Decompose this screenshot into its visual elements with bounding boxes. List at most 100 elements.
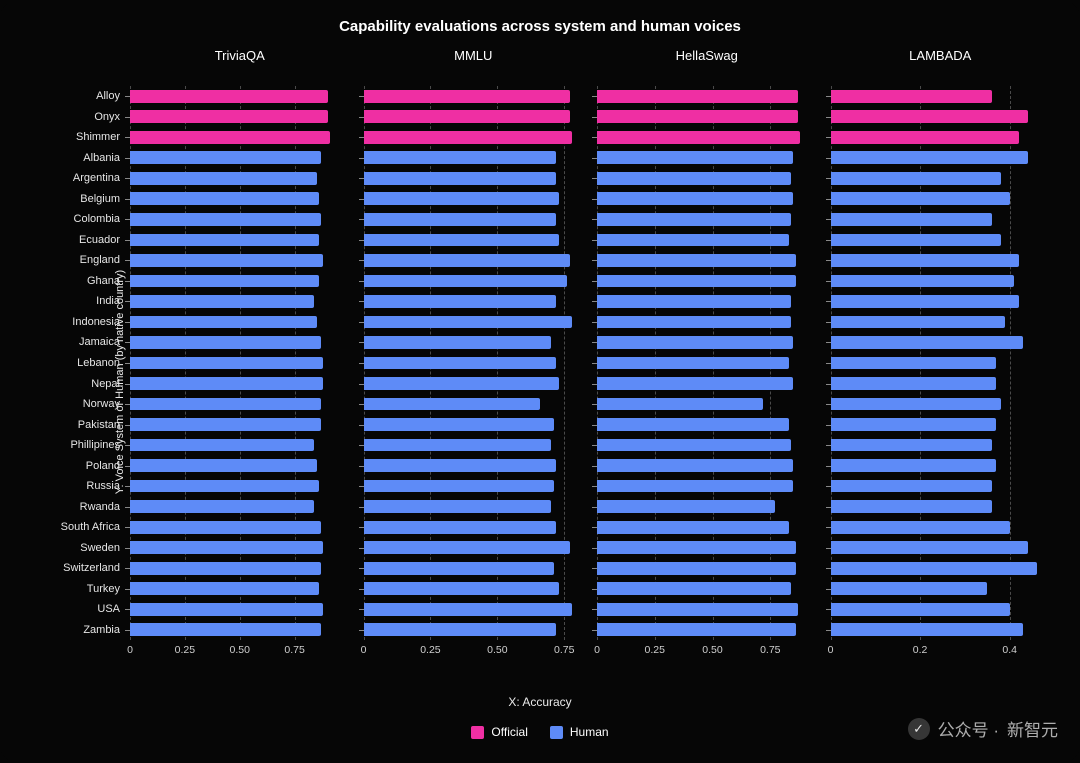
x-tick-label: 0.4 — [1002, 644, 1017, 656]
plot-area: 00.20.4 — [831, 86, 1051, 640]
row-labels-column: AlloyOnyxShimmerAlbaniaArgentinaBelgiumC… — [0, 86, 126, 640]
chart-stage: Capability evaluations across system and… — [0, 0, 1080, 763]
bar — [130, 110, 328, 123]
bar — [597, 151, 793, 164]
x-tick-label: 0.50 — [230, 644, 250, 656]
bar-row — [831, 439, 1051, 452]
x-tick-label: 0 — [828, 644, 834, 656]
bar-row — [597, 603, 817, 616]
legend-label-official: Official — [491, 725, 527, 739]
bar — [831, 275, 1015, 288]
bar-row — [364, 398, 584, 411]
bar — [597, 418, 789, 431]
bar — [130, 521, 321, 534]
bar — [831, 398, 1001, 411]
bar-row — [130, 151, 350, 164]
x-tick-label: 0 — [127, 644, 133, 656]
bar-row — [130, 562, 350, 575]
row-label: Colombia — [74, 213, 120, 225]
bar-row — [130, 418, 350, 431]
bar — [130, 192, 319, 205]
bar — [364, 459, 557, 472]
bar — [364, 192, 559, 205]
bar-row — [597, 582, 817, 595]
bar-row — [364, 336, 584, 349]
bar-row — [130, 541, 350, 554]
panel: MMLU00.250.500.75 — [364, 68, 584, 660]
bar — [597, 541, 796, 554]
bar — [130, 562, 321, 575]
bar — [364, 582, 559, 595]
row-label: Russia — [86, 480, 120, 492]
bar — [597, 500, 775, 513]
bar-row — [831, 480, 1051, 493]
x-tick-label: 0.25 — [175, 644, 195, 656]
bar — [130, 500, 314, 513]
panel-title: LAMBADA — [831, 48, 1051, 63]
bar — [130, 603, 323, 616]
bar — [364, 151, 557, 164]
row-label: Poland — [86, 460, 120, 472]
bar — [597, 295, 791, 308]
bar — [130, 151, 321, 164]
bar — [364, 398, 541, 411]
row-label: Phillipines — [70, 439, 120, 451]
bar — [130, 234, 319, 247]
bar — [831, 295, 1019, 308]
bar — [597, 582, 791, 595]
x-axis-label: X: Accuracy — [0, 695, 1080, 709]
bar-row — [597, 336, 817, 349]
bar — [130, 131, 330, 144]
row-label: Rwanda — [80, 501, 120, 513]
row-label: India — [96, 295, 120, 307]
bar — [130, 418, 321, 431]
bar-row — [130, 192, 350, 205]
bar-row — [364, 275, 584, 288]
bar — [364, 377, 559, 390]
bar-row — [597, 562, 817, 575]
row-label: Alloy — [96, 90, 120, 102]
bar-row — [597, 480, 817, 493]
row-label: Shimmer — [76, 131, 120, 143]
row-label: Argentina — [73, 172, 120, 184]
bar — [597, 213, 791, 226]
bar — [364, 439, 551, 452]
bar — [130, 295, 314, 308]
row-label: England — [80, 254, 120, 266]
bar-row — [364, 192, 584, 205]
legend-swatch-human — [550, 726, 563, 739]
bar — [831, 213, 992, 226]
bar-row — [364, 582, 584, 595]
bar — [130, 582, 319, 595]
x-tick-label: 0.25 — [420, 644, 440, 656]
bar-row — [364, 521, 584, 534]
bar-row — [831, 90, 1051, 103]
watermark-check-icon: ✓ — [908, 718, 930, 740]
bar-row — [130, 213, 350, 226]
x-tick-label: 0.50 — [487, 644, 507, 656]
bar-row — [364, 90, 584, 103]
bar-row — [364, 295, 584, 308]
row-label: Albania — [83, 152, 120, 164]
bar-row — [130, 172, 350, 185]
x-tick-label: 0.75 — [760, 644, 780, 656]
panel: TriviaQA00.250.500.75 — [130, 68, 350, 660]
bar — [364, 357, 557, 370]
row-label: Pakistan — [78, 419, 120, 431]
bar-row — [364, 316, 584, 329]
bar-row — [364, 562, 584, 575]
bar — [130, 439, 314, 452]
row-label: Onyx — [94, 111, 120, 123]
bar-row — [597, 110, 817, 123]
bar-row — [831, 603, 1051, 616]
bar-row — [597, 541, 817, 554]
bar — [831, 90, 992, 103]
bar — [130, 254, 323, 267]
bar — [130, 336, 321, 349]
bar-row — [364, 172, 584, 185]
bar — [597, 172, 791, 185]
bar — [130, 398, 321, 411]
bar — [130, 541, 323, 554]
bar-row — [130, 275, 350, 288]
bar-row — [364, 110, 584, 123]
